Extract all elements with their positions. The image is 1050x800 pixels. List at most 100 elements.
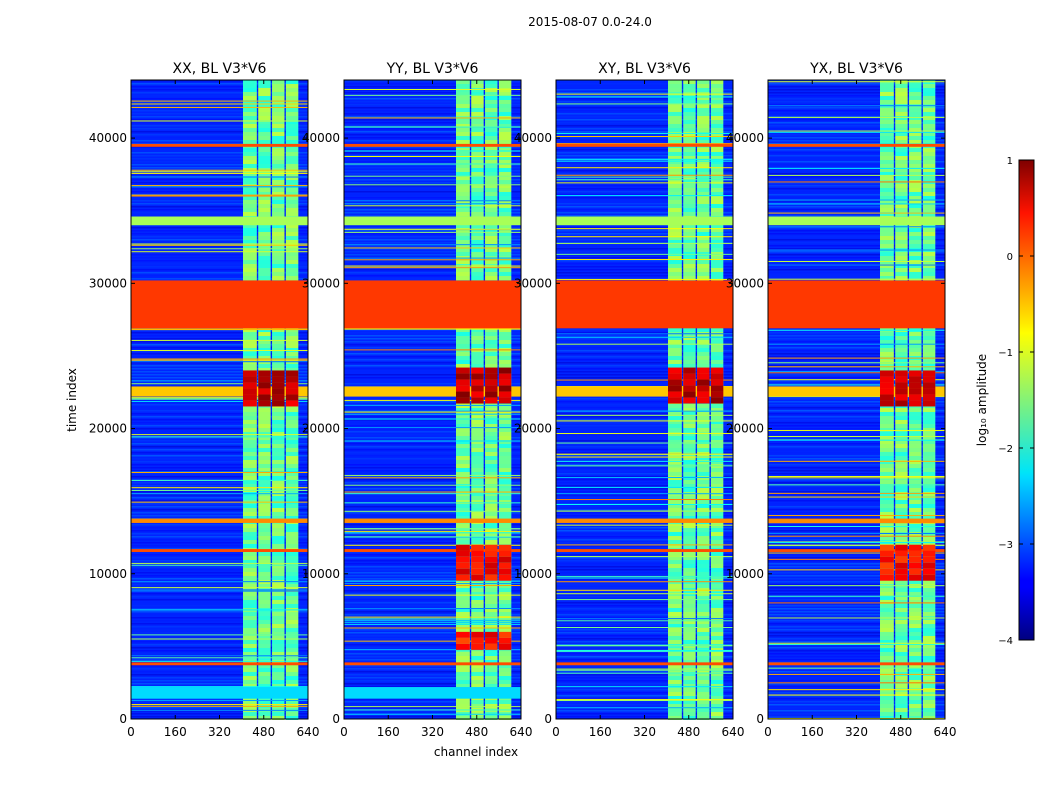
channel-band-cell [909,228,922,232]
channel-band-cell [258,668,271,672]
channel-band-cell [272,536,285,540]
heatmap-noise-row [768,272,945,274]
channel-band-cell [498,460,512,464]
channel-band-cell [243,196,257,200]
rfi-row [556,143,733,147]
channel-band-cell [922,624,936,628]
heatmap-noise-row [768,506,945,508]
rfi-line [344,627,521,629]
x-tick-label: 160 [377,725,400,739]
channel-band-cell [471,592,484,596]
channel-band-cell [485,540,498,544]
channel-band-cell [668,236,682,240]
heatmap-noise-row [344,647,521,649]
channel-band-cell [683,532,696,536]
heatmap-noise-row [556,206,733,208]
heatmap-noise-row [344,482,521,484]
channel-band-cell [668,480,682,484]
channel-band-cell [258,484,271,488]
channel-band-cell [243,92,257,96]
channel-band-cell [710,116,724,120]
channel-band-cell [272,516,285,520]
rfi-line [131,655,308,657]
hot-cell [272,388,285,395]
channel-band-cell [668,212,682,216]
heatmap-noise-row [556,671,733,673]
channel-band-cell [922,596,936,600]
channel-band-cell [471,660,484,664]
heatmap-noise-row [768,350,945,352]
heatmap-noise-row [131,131,308,133]
hot-cell [668,379,682,386]
channel-band-cell [456,416,470,420]
channel-band-cell [668,340,682,344]
heatmap-noise-row [768,590,945,592]
channel-band-cell [880,228,894,232]
channel-band-cell [498,88,512,92]
heatmap-noise-row [768,485,945,487]
channel-band-cell [895,188,908,192]
rfi-line [131,471,308,473]
rfi-line [768,544,945,546]
hot-cell [683,397,696,404]
heatmap-noise-row [768,104,945,106]
channel-band-cell [909,260,922,264]
heatmap-noise-row [344,407,521,409]
channel-band-cell [683,244,696,248]
heatmap-noise-row [131,86,308,88]
hot-cell [272,376,285,383]
rfi-line [768,372,945,374]
channel-band-cell [697,616,710,620]
channel-band-cell [909,160,922,164]
channel-band-cell [697,264,710,268]
heatmap-noise-row [344,479,521,481]
channel-band-cell [258,256,271,260]
heatmap-noise-row [556,509,733,511]
heatmap-noise-row [556,419,733,421]
hot-cell [922,382,936,389]
channel-band-cell [895,636,908,640]
channel-band-cell [880,612,894,616]
channel-band-cell [243,200,257,204]
channel-band-cell [922,588,936,592]
channel-band-cell [683,704,696,708]
channel-band-cell [668,224,682,228]
heatmap-noise-row [344,554,521,556]
heatmap-noise-row [344,272,521,274]
channel-band-cell [243,528,257,532]
heatmap-noise-row [344,587,521,589]
heatmap-noise-row [556,173,733,175]
channel-band-cell [285,332,299,336]
channel-band-cell [471,448,484,452]
channel-band-cell [710,152,724,156]
channel-band-cell [880,636,894,640]
channel-band-cell [697,512,710,516]
channel-band-cell [485,472,498,476]
channel-band-cell [922,636,936,640]
channel-band-cell [258,268,271,272]
channel-band-cell [272,368,285,372]
heatmap-noise-row [768,137,945,139]
channel-band-cell [683,164,696,168]
channel-band-cell [697,116,710,120]
rfi-row [131,549,308,552]
heatmap-noise-row [344,182,521,184]
channel-band-cell [243,104,257,108]
heatmap-noise-row [768,92,945,94]
hot-cell [880,370,894,377]
channel-band-cell [922,468,936,472]
heatmap-noise-row [344,179,521,181]
channel-band-cell [272,616,285,620]
channel-band-cell [922,484,936,488]
heatmap-noise-row [131,605,308,607]
heatmap-noise-row [131,212,308,214]
channel-band-cell [697,276,710,280]
heatmap-noise-row [556,596,733,598]
rfi-line [556,379,733,381]
hot-cell [880,400,894,407]
hot-cell [498,544,512,551]
rfi-line [344,618,521,620]
channel-band-cell [272,180,285,184]
channel-band-cell [471,184,484,188]
channel-band-cell [272,356,285,360]
